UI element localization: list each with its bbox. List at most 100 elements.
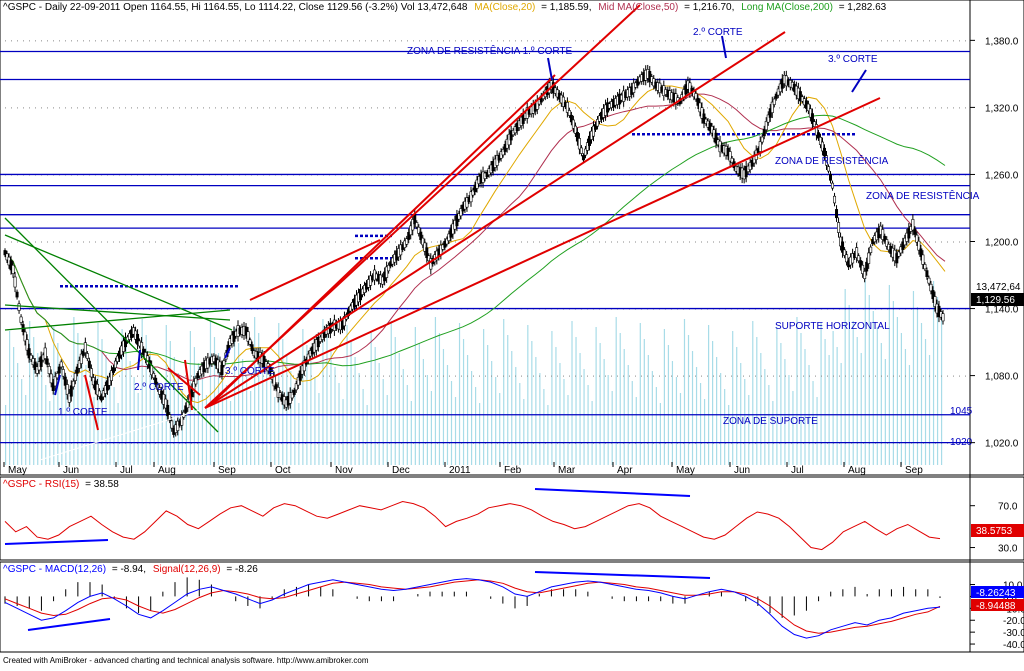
price-candle xyxy=(859,260,863,268)
gridline-dot xyxy=(665,241,666,243)
gridline-dot xyxy=(317,107,318,109)
price-candle xyxy=(845,254,849,263)
gridline-dot xyxy=(641,375,642,377)
volume-bar xyxy=(591,401,593,465)
gridline-dot xyxy=(521,40,522,42)
volume-bar xyxy=(671,361,674,465)
volume-bar xyxy=(667,345,670,465)
price-candle xyxy=(814,124,818,136)
volume-bar xyxy=(237,343,240,465)
price-candle xyxy=(820,141,824,152)
gridline-dot xyxy=(863,40,864,42)
volume-bar xyxy=(655,387,657,465)
gridline-dot xyxy=(545,241,546,243)
gridline-dot xyxy=(83,40,84,42)
gridline-dot xyxy=(539,241,540,243)
gridline-dot xyxy=(785,107,786,109)
volume-bar xyxy=(916,307,919,465)
gridline-dot xyxy=(887,40,888,42)
x-axis: May Jun Jul Aug Sep Oct Nov Dec 2011 Feb Mar Apr May… xyxy=(3,462,923,476)
gridline-dot xyxy=(491,40,492,42)
volume-bar xyxy=(699,383,702,465)
gridline-dot xyxy=(59,241,60,243)
gridline-dot xyxy=(305,241,306,243)
gridline-dot xyxy=(491,107,492,109)
gridline-dot xyxy=(5,40,6,42)
macd-line xyxy=(4,578,941,639)
gridline-dot xyxy=(785,375,786,377)
price-candle xyxy=(316,337,320,348)
volume-bar xyxy=(414,327,416,465)
gridline-dot xyxy=(431,40,432,42)
gridline-dot xyxy=(5,241,6,243)
price-header: ^GSPC - Daily 22-09-2011 Open 1164.55, H… xyxy=(3,2,887,13)
price-candle xyxy=(115,355,119,362)
gridline-dot xyxy=(191,107,192,109)
price-candle xyxy=(292,389,296,395)
gridline-dot xyxy=(953,40,954,42)
volume-bar xyxy=(17,363,19,465)
volume-bar xyxy=(844,289,846,465)
volume-bar xyxy=(342,399,344,465)
gridline-dot xyxy=(875,107,876,109)
gridline-dot xyxy=(419,40,420,42)
volume-bar xyxy=(752,321,754,465)
price-candle xyxy=(411,219,415,231)
gridline-dot xyxy=(653,107,654,109)
gridline-dot xyxy=(143,107,144,109)
gridline-dot xyxy=(161,40,162,42)
volume-bar xyxy=(382,379,384,465)
volume-bar xyxy=(454,397,457,465)
gridline-dot xyxy=(593,241,594,243)
gridline-dot xyxy=(593,375,594,377)
price-candle xyxy=(55,373,59,379)
gridline-dot xyxy=(131,107,132,109)
volume-bar xyxy=(13,347,15,465)
volume-bar xyxy=(764,369,766,465)
gridline-dot xyxy=(623,375,624,377)
price-candle xyxy=(569,114,573,123)
y-tick-label: 1,260.0 xyxy=(985,170,1019,181)
gridline-dot xyxy=(905,375,906,377)
price-candle xyxy=(833,195,837,204)
gridline-dot xyxy=(287,40,288,42)
macd-panel-frame xyxy=(0,561,1024,653)
gridline-dot xyxy=(437,375,438,377)
volume-bar xyxy=(539,373,541,465)
gridline-dot xyxy=(833,107,834,109)
gridline-dot xyxy=(959,375,960,377)
gridline-dot xyxy=(419,375,420,377)
gridline-dot xyxy=(635,107,636,109)
price-candle xyxy=(818,136,822,145)
volume-bar xyxy=(310,361,312,465)
volume-bar xyxy=(623,349,625,465)
volume-bar xyxy=(149,351,151,465)
volume-bar xyxy=(185,405,187,465)
volume-bar xyxy=(65,375,67,465)
gridline-dot xyxy=(389,40,390,42)
gridline-dot xyxy=(65,40,66,42)
gridline-dot xyxy=(95,107,96,109)
gridline-dot xyxy=(707,241,708,243)
gridline-dot xyxy=(413,107,414,109)
gridline-dot xyxy=(449,375,450,377)
gridline-dot xyxy=(101,107,102,109)
price-candle xyxy=(925,270,929,278)
gridline-dot xyxy=(845,241,846,243)
gridline-dot xyxy=(761,40,762,42)
gridline-dot xyxy=(635,40,636,42)
white-trendline xyxy=(39,409,201,461)
gridline-dot xyxy=(899,375,900,377)
price-candle xyxy=(881,229,885,240)
green-trendline xyxy=(4,309,231,331)
volume-bar xyxy=(740,363,742,465)
gridline-dot xyxy=(779,375,780,377)
gridline-dot xyxy=(149,241,150,243)
volume-bar xyxy=(760,353,762,465)
price-candle xyxy=(59,361,63,368)
gridline-dot xyxy=(689,107,690,109)
price-candle xyxy=(766,114,770,123)
volume-bar xyxy=(242,359,244,465)
volume-bar xyxy=(57,343,59,465)
